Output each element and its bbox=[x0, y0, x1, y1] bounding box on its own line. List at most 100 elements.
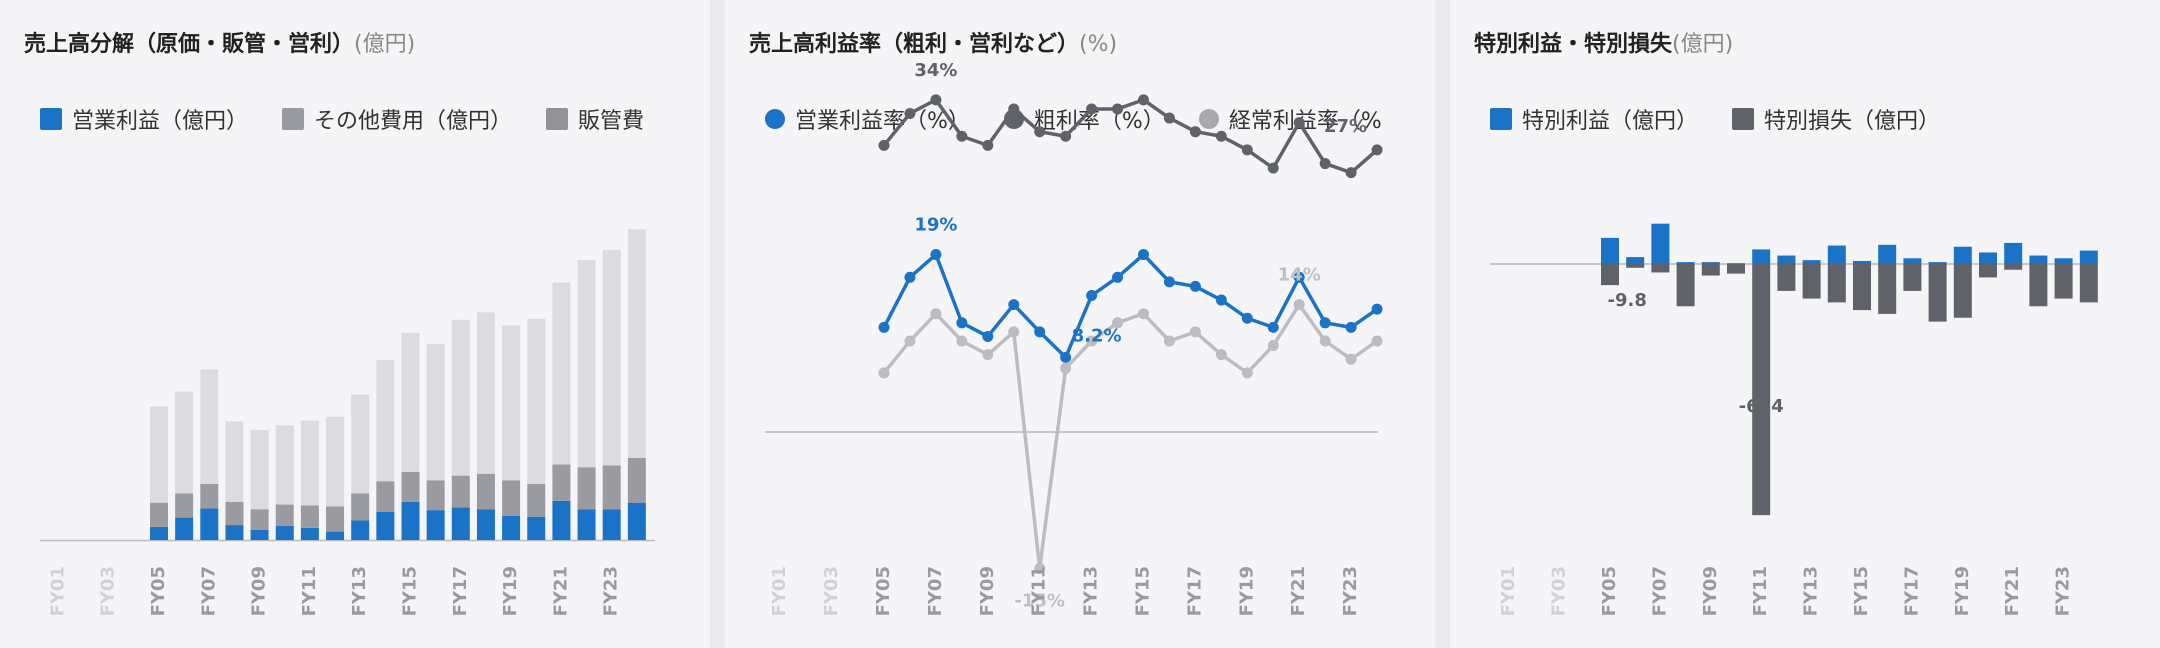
bar-segment bbox=[351, 394, 370, 494]
data-point bbox=[1267, 321, 1279, 333]
x-tick-label: FY21 bbox=[2002, 566, 2023, 616]
legend-swatch bbox=[546, 108, 569, 130]
data-point bbox=[1371, 335, 1383, 347]
profit-margin-panel: 売上高利益率（粗利・営利など）(%) 営業利益率（%） 粗利率（%） 経常利益率… bbox=[725, 0, 1435, 648]
bar bbox=[1878, 264, 1897, 314]
x-tick-label: FY01 bbox=[1498, 566, 1519, 616]
bar-segment bbox=[476, 509, 495, 540]
data-point bbox=[956, 335, 968, 347]
data-label: 34% bbox=[914, 60, 957, 81]
bar-segment bbox=[552, 464, 571, 501]
legend-label: その他費用（億円） bbox=[314, 109, 513, 134]
bar-segment bbox=[527, 484, 546, 517]
data-label: 27% bbox=[1324, 116, 1367, 137]
bar-segment bbox=[351, 520, 370, 540]
legend-swatch bbox=[282, 108, 305, 130]
data-point bbox=[1189, 126, 1201, 138]
bar-segment bbox=[376, 512, 395, 540]
data-label: 19% bbox=[914, 215, 957, 236]
bar bbox=[1701, 262, 1720, 264]
legend-item-sga[interactable]: 販管費 bbox=[546, 103, 644, 135]
x-tick-label: FY15 bbox=[1133, 566, 1154, 616]
revenue-breakdown-panel: 売上高分解（原価・販管・営利）(億円) 営業利益（億円） その他費用（億円） 販… bbox=[0, 0, 710, 648]
bar-segment bbox=[351, 493, 370, 521]
bar bbox=[1802, 260, 1821, 264]
legend-item-extraordinary-gain[interactable]: 特別利益（億円） bbox=[1490, 103, 1698, 135]
bar bbox=[1878, 244, 1897, 264]
legend: 営業利益率（%） 粗利率（%） 経常利益率（% bbox=[765, 102, 1382, 136]
legend-label: 特別利益（億円） bbox=[1522, 109, 1699, 134]
x-tick-label: FY15 bbox=[400, 566, 421, 616]
bar-segment bbox=[200, 508, 219, 540]
legend-item-operating-margin[interactable]: 営業利益率（%） bbox=[765, 103, 970, 135]
data-point bbox=[1293, 299, 1305, 311]
bar bbox=[2029, 255, 2048, 264]
x-tick-label: FY19 bbox=[1952, 566, 1973, 616]
data-point bbox=[904, 108, 916, 119]
panel-title-unit: (%) bbox=[1079, 32, 1118, 57]
legend-item-other-expenses[interactable]: その他費用（億円） bbox=[282, 103, 512, 135]
data-point bbox=[982, 139, 994, 151]
data-point bbox=[930, 249, 942, 261]
legend-label: 販管費 bbox=[578, 109, 645, 134]
bar bbox=[1752, 249, 1771, 264]
legend-swatch bbox=[1198, 109, 1219, 129]
bar bbox=[1701, 264, 1720, 276]
data-point bbox=[1241, 367, 1253, 379]
bar-segment bbox=[326, 531, 345, 540]
legend-item-extraordinary-loss[interactable]: 特別損失（億円） bbox=[1732, 103, 1940, 135]
data-point bbox=[1189, 280, 1201, 292]
bar-segment bbox=[275, 504, 294, 527]
bar bbox=[1853, 260, 1871, 264]
legend-item-operating-profit[interactable]: 営業利益（億円） bbox=[40, 103, 248, 135]
data-point bbox=[1034, 126, 1046, 138]
legend-swatch bbox=[1732, 108, 1755, 130]
bar bbox=[1802, 264, 1821, 299]
x-tick-label: FY11 bbox=[1029, 566, 1050, 616]
data-point bbox=[1371, 303, 1383, 315]
bar bbox=[1676, 262, 1695, 264]
bar-segment bbox=[326, 416, 345, 507]
bar bbox=[1903, 258, 1922, 264]
data-point bbox=[1215, 294, 1227, 306]
bar-segment bbox=[577, 509, 596, 540]
data-point bbox=[904, 271, 916, 283]
data-point bbox=[1060, 351, 1072, 363]
x-tick-label: FY11 bbox=[1750, 566, 1771, 616]
panel-title-text: 特別利益・特別損失 bbox=[1474, 32, 1673, 57]
bar bbox=[1752, 264, 1771, 516]
bar bbox=[1827, 245, 1846, 264]
data-point bbox=[1345, 353, 1357, 365]
data-point bbox=[1008, 326, 1020, 338]
data-label: -9.8 bbox=[1608, 290, 1647, 311]
bar-segment bbox=[552, 500, 571, 540]
bar-segment bbox=[527, 318, 546, 485]
bar-segment bbox=[451, 475, 470, 508]
bar-segment bbox=[275, 526, 294, 540]
data-point bbox=[1112, 271, 1124, 283]
extraordinary-items-panel: 特別利益・特別損失(億円) 特別利益（億円） 特別損失（億円） -9.8 -654… bbox=[1450, 0, 2160, 648]
data-point bbox=[1215, 349, 1227, 361]
bar bbox=[1727, 264, 1745, 274]
x-tick-label: FY03 bbox=[98, 566, 119, 616]
data-point bbox=[982, 330, 994, 342]
x-tick-label: FY03 bbox=[1549, 566, 1570, 616]
bar-segment bbox=[476, 312, 495, 474]
data-point bbox=[1163, 276, 1175, 288]
legend: 特別利益（億円） 特別損失（億円） bbox=[1490, 102, 1940, 136]
data-point bbox=[930, 308, 942, 320]
bar bbox=[1777, 255, 1796, 264]
data-point bbox=[1163, 335, 1175, 347]
data-point bbox=[1345, 321, 1357, 333]
data-point bbox=[1319, 317, 1331, 329]
bar-segment bbox=[602, 465, 621, 510]
x-tick-label: FY23 bbox=[2053, 566, 2074, 616]
x-tick-label: FY01 bbox=[769, 566, 790, 616]
x-tick-label: FY19 bbox=[500, 566, 521, 616]
bar-segment bbox=[150, 502, 168, 527]
x-tick-label: FY03 bbox=[821, 566, 842, 616]
bar bbox=[2054, 264, 2073, 299]
bar-segment bbox=[326, 506, 345, 532]
x-tick-label: FY21 bbox=[1288, 566, 1309, 616]
data-point bbox=[1086, 290, 1098, 301]
